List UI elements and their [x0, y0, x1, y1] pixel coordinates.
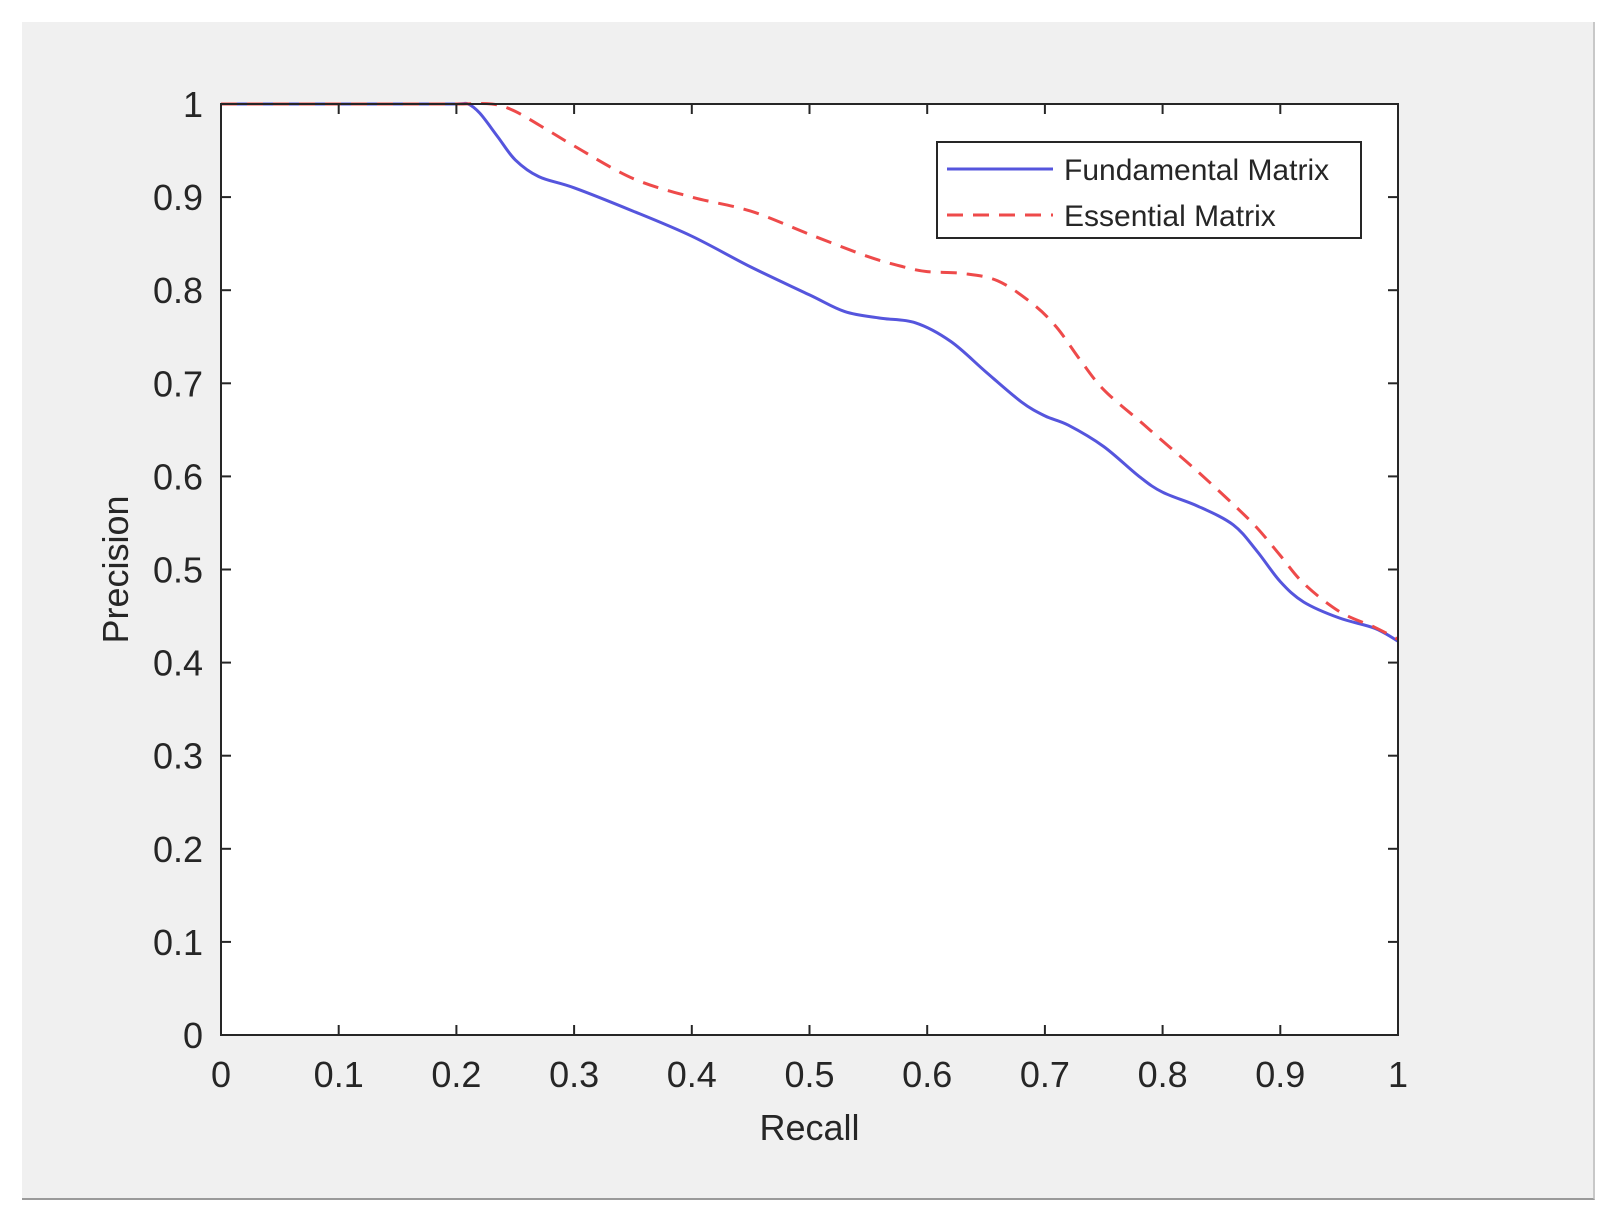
y-tick-label: 1 [183, 84, 203, 125]
x-tick-label: 0.7 [1020, 1054, 1070, 1095]
x-axis-label: Recall [759, 1107, 859, 1148]
y-tick-label: 0.4 [153, 643, 203, 684]
x-tick-label: 0.1 [314, 1054, 364, 1095]
x-tick-label: 0.3 [549, 1054, 599, 1095]
y-tick-label: 0.2 [153, 829, 203, 870]
y-tick-label: 0 [183, 1015, 203, 1056]
x-tick-label: 0 [211, 1054, 231, 1095]
y-axis-label: Precision [95, 495, 136, 643]
y-tick-label: 0.7 [153, 363, 203, 404]
x-tick-label: 0.6 [902, 1054, 952, 1095]
y-tick-label: 0.5 [153, 550, 203, 591]
legend-label-essential: Essential Matrix [1064, 200, 1276, 233]
x-tick-label: 0.8 [1138, 1054, 1188, 1095]
legend-box [936, 141, 1362, 239]
plot-area [221, 104, 1398, 1035]
y-tick-label: 0.1 [153, 922, 203, 963]
ticks-layer: 0 0.1 0.2 0.3 0.4 0.5 0.6 0.7 0.8 0.9 1 0 0.1 0.2 0.3 0… [153, 84, 1408, 1095]
y-tick-label: 0.3 [153, 736, 203, 777]
x-tick-label: 0.2 [431, 1054, 481, 1095]
y-tick-label: 0.6 [153, 456, 203, 497]
legend-label-fundamental: Fundamental Matrix [1064, 154, 1329, 187]
x-tick-label: 0.5 [784, 1054, 834, 1095]
y-tick-label: 0.9 [153, 177, 203, 218]
x-tick-label: 0.4 [667, 1054, 717, 1095]
legend: Fundamental Matrix Essential Matrix [936, 141, 1362, 239]
x-tick-label: 1 [1388, 1054, 1408, 1095]
x-tick-label: 0.9 [1255, 1054, 1305, 1095]
fundamental-matrix-curve [220, 101, 1399, 643]
y-tick-label: 0.8 [153, 270, 203, 311]
plot-frame [220, 103, 1399, 1036]
